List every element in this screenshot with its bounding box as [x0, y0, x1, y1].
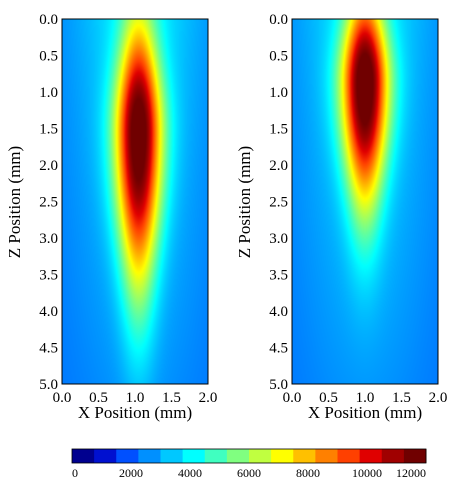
y-tick-label: 0.5 [39, 49, 58, 65]
colorbar-tick-label: 12000 [396, 466, 426, 480]
y-tick-label: 1.5 [269, 122, 288, 138]
colorbar-tick-label: 4000 [178, 466, 202, 480]
y-tick-label: 4.5 [39, 341, 58, 357]
y-tick-label: 5.0 [39, 377, 58, 393]
right-x-axis-label: X Position (mm) [308, 403, 422, 422]
x-tick-label: 1.0 [126, 390, 145, 406]
y-tick-label: 0.0 [39, 12, 58, 28]
y-tick-label: 3.5 [39, 268, 58, 284]
x-tick-label: 0.0 [53, 390, 72, 406]
x-tick-label: 0.5 [319, 390, 338, 406]
right-y-axis-label: Z Position (mm) [235, 146, 254, 258]
colorbar-segment [359, 449, 383, 463]
colorbar-segment [271, 449, 294, 463]
y-tick-label: 0.5 [269, 49, 288, 65]
left-plot-frame [61, 18, 209, 385]
left-y-ticks: 0.0 0.5 1.0 1.5 2.0 2.5 3.0 3.5 4.0 4.5 5.0 [39, 12, 58, 393]
colorbar-frame [71, 448, 427, 464]
colorbar-segment [72, 449, 95, 463]
colorbar-segment [94, 449, 117, 463]
x-tick-label: 1.5 [392, 390, 411, 406]
x-tick-label: 0.5 [89, 390, 108, 406]
x-tick-label: 1.5 [162, 390, 181, 406]
colorbar: 0 2000 4000 6000 8000 10000 12000 [71, 448, 427, 480]
y-tick-label: 1.5 [39, 122, 58, 138]
right-heatmap [292, 19, 438, 384]
colorbar-tick-label: 8000 [296, 466, 320, 480]
y-tick-label: 1.0 [269, 85, 288, 101]
colorbar-tick-label: 6000 [237, 466, 261, 480]
colorbar-segment [249, 449, 272, 463]
right-x-ticks: 0.0 0.5 1.0 1.5 2.0 [283, 390, 448, 406]
y-tick-label: 3.0 [269, 231, 288, 247]
y-tick-label: 5.0 [269, 377, 288, 393]
colorbar-segment [226, 449, 250, 463]
left-y-axis-label: Z Position (mm) [5, 146, 24, 258]
left-x-ticks: 0.0 0.5 1.0 1.5 2.0 [53, 390, 218, 406]
y-tick-label: 2.5 [39, 195, 58, 211]
left-x-axis-label: X Position (mm) [78, 403, 192, 422]
x-tick-label: 0.0 [283, 390, 302, 406]
colorbar-segment [293, 449, 316, 463]
y-tick-label: 3.5 [269, 268, 288, 284]
colorbar-segment [315, 449, 338, 463]
y-tick-label: 0.0 [269, 12, 288, 28]
colorbar-tick-label: 10000 [352, 466, 382, 480]
colorbar-segment [381, 449, 405, 463]
colorbar-segment [182, 449, 206, 463]
y-tick-label: 2.5 [269, 195, 288, 211]
x-tick-label: 2.0 [429, 390, 448, 406]
y-tick-label: 4.0 [269, 304, 288, 320]
y-tick-label: 3.0 [39, 231, 58, 247]
colorbar-tick-label: 2000 [119, 466, 143, 480]
left-heatmap [62, 19, 208, 384]
right-panel: 0.0 0.5 1.0 1.5 2.0 2.5 3.0 3.5 4.0 4.5 5.0 0.0 0.5… [235, 12, 447, 422]
y-tick-label: 4.0 [39, 304, 58, 320]
colorbar-segment [403, 449, 427, 463]
colorbar-ticks: 0 2000 4000 6000 8000 10000 12000 [72, 466, 426, 480]
colorbar-segment [138, 449, 161, 463]
left-panel: 0.0 0.5 1.0 1.5 2.0 2.5 3.0 3.5 4.0 4.5 5.0 0.0 0.5… [5, 12, 217, 422]
x-tick-label: 1.0 [356, 390, 375, 406]
colorbar-segment [160, 449, 184, 463]
colorbar-segment [204, 449, 228, 463]
right-y-ticks: 0.0 0.5 1.0 1.5 2.0 2.5 3.0 3.5 4.0 4.5 5.0 [269, 12, 288, 393]
colorbar-segments [72, 449, 427, 463]
y-tick-label: 2.0 [39, 158, 58, 174]
y-tick-label: 1.0 [39, 85, 58, 101]
right-plot-frame [291, 18, 439, 385]
colorbar-segment [116, 449, 139, 463]
colorbar-segment [337, 449, 361, 463]
colorbar-tick-label: 0 [72, 466, 78, 480]
x-tick-label: 2.0 [199, 390, 218, 406]
y-tick-label: 4.5 [269, 341, 288, 357]
y-tick-label: 2.0 [269, 158, 288, 174]
